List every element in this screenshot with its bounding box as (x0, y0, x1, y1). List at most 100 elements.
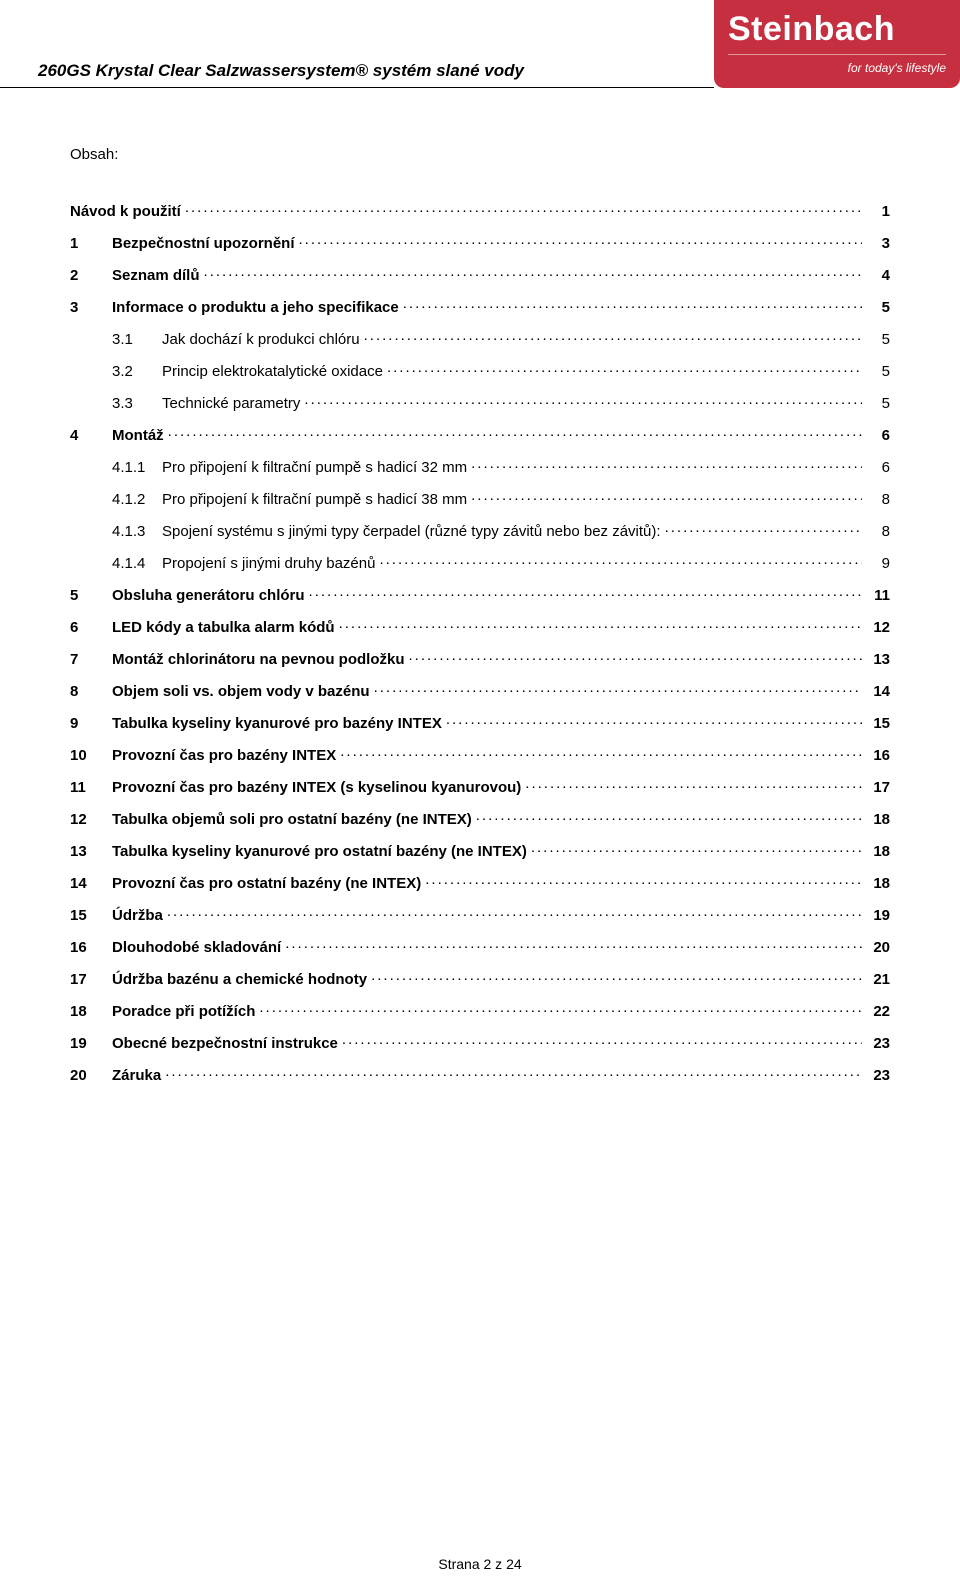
toc-page-number: 1 (866, 203, 890, 220)
toc-number: 4.1.3 (112, 523, 162, 540)
toc-title: Obsluha generátoru chlóru (112, 587, 305, 604)
toc-leader-dots (525, 777, 862, 792)
toc-title: Poradce při potížích (112, 1003, 255, 1020)
toc-entry: 4Montáž 6 (70, 425, 890, 444)
toc-page-number: 5 (866, 331, 890, 348)
toc-page-number: 22 (866, 1003, 890, 1020)
toc-number: 16 (70, 939, 112, 956)
toc-page-number: 8 (866, 523, 890, 540)
toc-number: 10 (70, 747, 112, 764)
toc-page-number: 15 (866, 715, 890, 732)
toc-entry: 4.1.4Propojení s jinými druhy bazénů9 (70, 553, 890, 572)
toc-title: Provozní čas pro ostatní bazény (ne INTE… (112, 875, 421, 892)
toc-entry: 4.1.2Pro připojení k filtrační pumpě s h… (70, 489, 890, 508)
toc-leader-dots (476, 809, 862, 824)
toc-leader-dots (364, 329, 862, 344)
toc-leader-dots (339, 617, 862, 632)
toc-entry: Návod k použití 1 (70, 201, 890, 220)
toc-title: Návod k použití (70, 203, 181, 220)
toc-entry: 3.3Technické parametry 5 (70, 393, 890, 412)
toc-number: 4 (70, 427, 112, 444)
toc-page-number: 4 (866, 267, 890, 284)
toc-title: Princip elektrokatalytické oxidace (162, 363, 383, 380)
toc-number: 15 (70, 907, 112, 924)
toc-number: 3.1 (112, 331, 162, 348)
toc-entry: 11Provozní čas pro bazény INTEX (s kysel… (70, 777, 890, 796)
toc-number: 9 (70, 715, 112, 732)
page-footer: Strana 2 z 24 (0, 1556, 960, 1572)
toc-leader-dots (340, 745, 862, 760)
toc-leader-dots (379, 553, 862, 568)
toc-entry: 1Bezpečnostní upozornění3 (70, 233, 890, 252)
toc-number: 12 (70, 811, 112, 828)
toc-page-number: 18 (866, 843, 890, 860)
brand-tagline: for today's lifestyle (728, 55, 946, 75)
toc-title: Tabulka objemů soli pro ostatní bazény (… (112, 811, 472, 828)
toc-page-number: 16 (866, 747, 890, 764)
toc-number: 8 (70, 683, 112, 700)
toc-page-number: 5 (866, 395, 890, 412)
toc-entry: 17Údržba bazénu a chemické hodnoty21 (70, 969, 890, 988)
toc-leader-dots (299, 233, 862, 248)
toc-title: Spojení systému s jinými typy čerpadel (… (162, 523, 661, 540)
page-content: Obsah: Návod k použití11Bezpečnostní upo… (0, 88, 960, 1084)
toc-leader-dots (374, 681, 862, 696)
toc-entry: 7Montáž chlorinátoru na pevnou podložku1… (70, 649, 890, 668)
toc-page-number: 5 (866, 299, 890, 316)
toc-leader-dots (446, 713, 862, 728)
toc-entry: 6LED kódy a tabulka alarm kódů 12 (70, 617, 890, 636)
toc-page-number: 12 (866, 619, 890, 636)
table-of-contents: Návod k použití11Bezpečnostní upozornění… (70, 201, 890, 1084)
toc-page-number: 14 (866, 683, 890, 700)
toc-page-number: 17 (866, 779, 890, 796)
toc-title: Provozní čas pro bazény INTEX (s kyselin… (112, 779, 521, 796)
contents-label: Obsah: (70, 146, 890, 163)
toc-number: 6 (70, 619, 112, 636)
toc-entry: 18Poradce při potížích 22 (70, 1001, 890, 1020)
toc-title: Obecné bezpečnostní instrukce (112, 1035, 338, 1052)
toc-number: 2 (70, 267, 112, 284)
toc-number: 1 (70, 235, 112, 252)
toc-entry: 13Tabulka kyseliny kyanurové pro ostatní… (70, 841, 890, 860)
toc-number: 14 (70, 875, 112, 892)
toc-title: Pro připojení k filtrační pumpě s hadicí… (162, 491, 467, 508)
toc-leader-dots (665, 521, 862, 536)
brand-name: Steinbach (728, 12, 946, 55)
toc-entry: 4.1.3Spojení systému s jinými typy čerpa… (70, 521, 890, 540)
toc-leader-dots (168, 425, 862, 440)
toc-page-number: 13 (866, 651, 890, 668)
toc-leader-dots (342, 1033, 862, 1048)
toc-number: 17 (70, 971, 112, 988)
toc-entry: 3Informace o produktu a jeho specifikace… (70, 297, 890, 316)
toc-number: 4.1.2 (112, 491, 162, 508)
brand-box: Steinbach for today's lifestyle (714, 0, 960, 88)
toc-entry: 8Objem soli vs. objem vody v bazénu 14 (70, 681, 890, 700)
toc-title: Technické parametry (162, 395, 300, 412)
toc-page-number: 19 (866, 907, 890, 924)
toc-title: Objem soli vs. objem vody v bazénu (112, 683, 370, 700)
toc-number: 18 (70, 1003, 112, 1020)
toc-page-number: 20 (866, 939, 890, 956)
toc-page-number: 9 (866, 555, 890, 572)
toc-page-number: 23 (866, 1067, 890, 1084)
toc-leader-dots (403, 297, 862, 312)
toc-page-number: 11 (866, 587, 890, 604)
toc-title: Jak dochází k produkci chlóru (162, 331, 360, 348)
toc-page-number: 5 (866, 363, 890, 380)
toc-number: 3.3 (112, 395, 162, 412)
toc-leader-dots (165, 1065, 862, 1080)
toc-entry: 3.2Princip elektrokatalytické oxidace5 (70, 361, 890, 380)
toc-entry: 5Obsluha generátoru chlóru 11 (70, 585, 890, 604)
toc-number: 19 (70, 1035, 112, 1052)
toc-page-number: 6 (866, 427, 890, 444)
toc-entry: 14Provozní čas pro ostatní bazény (ne IN… (70, 873, 890, 892)
toc-entry: 20Záruka23 (70, 1065, 890, 1084)
toc-title: Informace o produktu a jeho specifikace (112, 299, 399, 316)
toc-title: Bezpečnostní upozornění (112, 235, 295, 252)
toc-title: LED kódy a tabulka alarm kódů (112, 619, 335, 636)
toc-page-number: 8 (866, 491, 890, 508)
toc-title: Montáž (112, 427, 164, 444)
toc-number: 5 (70, 587, 112, 604)
toc-title: Montáž chlorinátoru na pevnou podložku (112, 651, 405, 668)
toc-title: Provozní čas pro bazény INTEX (112, 747, 336, 764)
